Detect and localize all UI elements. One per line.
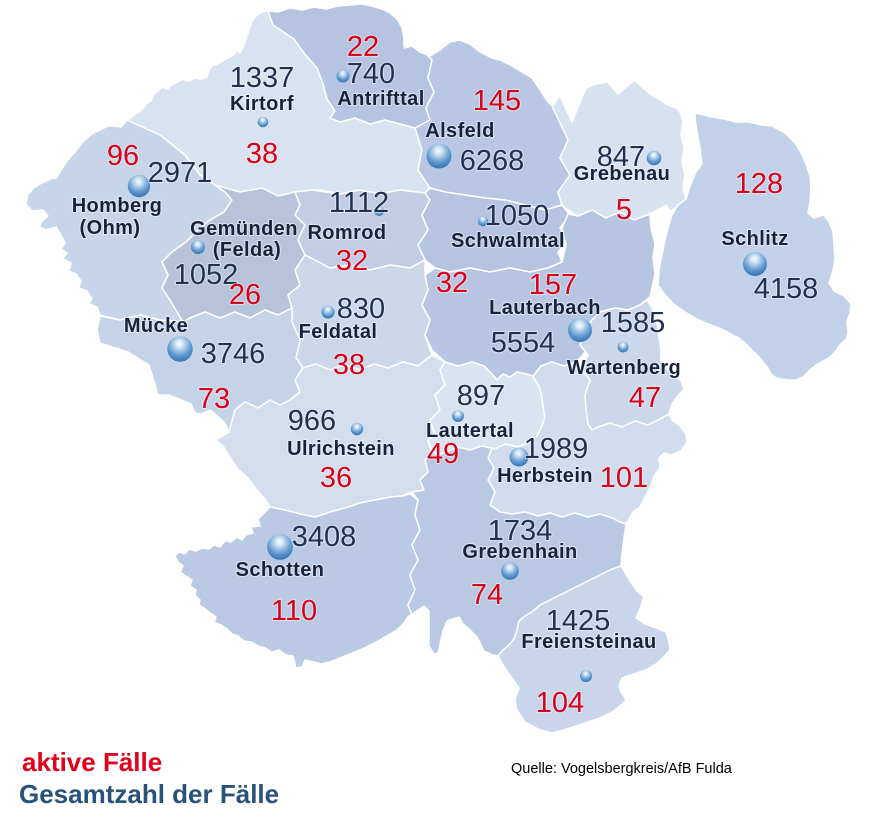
svg-text:32: 32 [336, 245, 368, 277]
svg-text:3746: 3746 [201, 338, 266, 370]
svg-text:1585: 1585 [601, 307, 666, 339]
svg-text:830: 830 [337, 293, 385, 325]
svg-text:Quelle: Vogelsbergkreis/AfB Fu: Quelle: Vogelsbergkreis/AfB Fulda [511, 761, 733, 777]
svg-text:5: 5 [616, 194, 632, 226]
svg-text:Mücke: Mücke [124, 315, 188, 337]
svg-text:32: 32 [436, 267, 468, 299]
svg-text:Romrod: Romrod [307, 222, 386, 244]
svg-text:Antrifttal: Antrifttal [337, 88, 424, 110]
svg-text:47: 47 [629, 382, 661, 414]
svg-text:38: 38 [246, 138, 278, 170]
svg-text:1112: 1112 [329, 187, 389, 219]
svg-text:847: 847 [597, 141, 645, 173]
svg-text:1989: 1989 [524, 433, 589, 465]
svg-text:Grebenhain: Grebenhain [462, 541, 577, 563]
svg-text:1425: 1425 [546, 605, 611, 637]
svg-text:5554: 5554 [491, 327, 556, 359]
svg-text:1337: 1337 [230, 62, 295, 94]
svg-text:104: 104 [536, 687, 584, 719]
svg-text:(Felda): (Felda) [213, 239, 281, 261]
svg-text:(Ohm): (Ohm) [80, 217, 141, 239]
svg-text:Ulrichstein: Ulrichstein [287, 438, 395, 460]
svg-text:3408: 3408 [292, 521, 357, 553]
svg-text:Schotten: Schotten [236, 559, 325, 581]
svg-text:Lauterbach: Lauterbach [489, 297, 601, 319]
svg-text:145: 145 [473, 85, 521, 117]
svg-text:1734: 1734 [488, 515, 553, 547]
svg-text:73: 73 [198, 383, 230, 415]
svg-text:Freiensteinau: Freiensteinau [521, 631, 656, 653]
svg-text:96: 96 [107, 140, 139, 172]
svg-text:2971: 2971 [148, 157, 213, 189]
svg-text:38: 38 [333, 349, 365, 381]
svg-text:Herbstein: Herbstein [497, 465, 593, 487]
svg-text:Schlitz: Schlitz [721, 228, 788, 250]
svg-text:Lautertal: Lautertal [426, 420, 514, 442]
svg-text:966: 966 [288, 405, 336, 437]
svg-text:128: 128 [735, 168, 783, 200]
svg-text:Gemünden: Gemünden [190, 218, 298, 240]
svg-text:110: 110 [271, 595, 317, 627]
svg-text:6268: 6268 [460, 145, 525, 177]
svg-text:74: 74 [471, 579, 503, 611]
svg-text:157: 157 [529, 269, 577, 301]
svg-text:26: 26 [229, 279, 261, 311]
svg-text:Schwalmtal: Schwalmtal [451, 230, 565, 252]
svg-text:Alsfeld: Alsfeld [425, 120, 494, 142]
svg-text:4158: 4158 [754, 273, 819, 305]
svg-text:Kirtorf: Kirtorf [230, 93, 294, 115]
svg-text:897: 897 [457, 380, 505, 412]
svg-text:Wartenberg: Wartenberg [567, 357, 681, 379]
svg-text:1052: 1052 [174, 259, 239, 291]
svg-text:22: 22 [347, 31, 379, 63]
svg-text:740: 740 [347, 58, 395, 90]
svg-text:1050: 1050 [485, 200, 550, 232]
svg-text:101: 101 [600, 462, 648, 494]
svg-text:36: 36 [320, 462, 352, 494]
svg-text:Homberg: Homberg [72, 195, 163, 217]
svg-text:aktive Fälle: aktive Fälle [22, 747, 162, 777]
svg-text:Grebenau: Grebenau [574, 163, 671, 185]
svg-text:Feldatal: Feldatal [299, 321, 378, 343]
svg-text:Gesamtzahl der Fälle: Gesamtzahl der Fälle [19, 779, 279, 809]
svg-text:49: 49 [427, 438, 459, 470]
